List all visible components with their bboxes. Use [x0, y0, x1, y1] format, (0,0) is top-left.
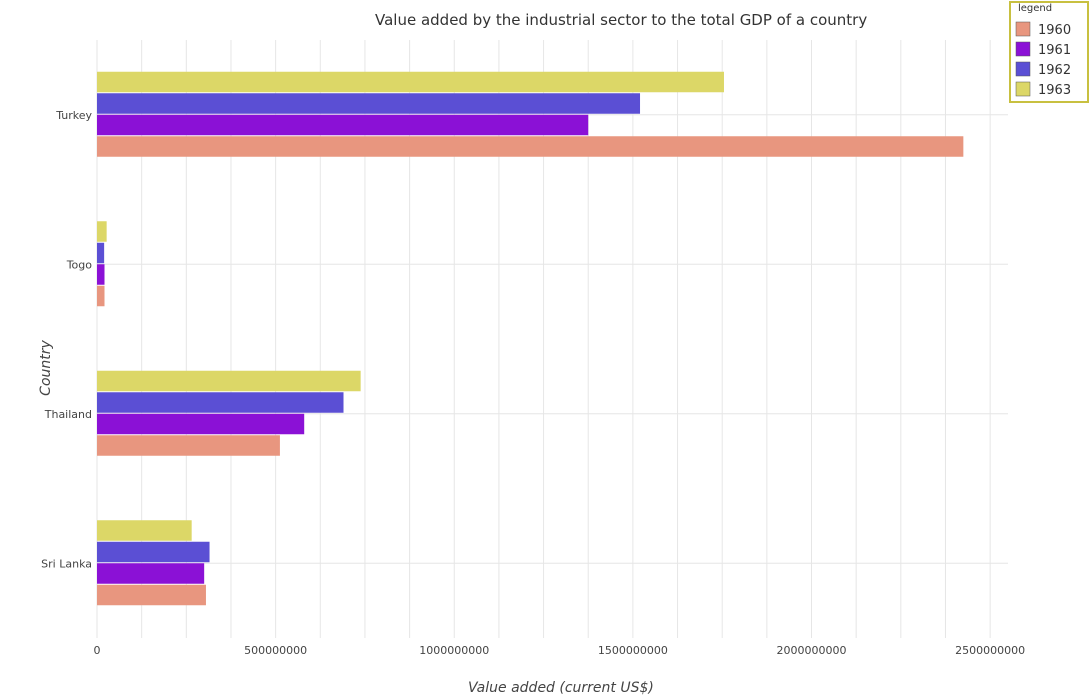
bars-layer — [97, 71, 964, 606]
bar-1963 — [97, 71, 724, 93]
legend-swatch — [1015, 41, 1031, 57]
bar-1962 — [97, 93, 641, 114]
bar-1961 — [97, 413, 305, 435]
legend-title: legend — [1018, 3, 1052, 14]
bar-1961 — [97, 114, 589, 136]
legend-label: 1960 — [1038, 23, 1071, 38]
x-tick-label: 1500000000 — [598, 644, 668, 657]
bar-1963 — [97, 221, 107, 242]
bar-1963 — [97, 520, 192, 541]
legend-label: 1963 — [1038, 83, 1071, 98]
y-tick-label: Sri Lanka — [41, 557, 92, 570]
bar-1960 — [97, 435, 280, 456]
bar-1960 — [97, 136, 964, 157]
y-tick-label: Thailand — [44, 408, 92, 421]
bar-1961 — [97, 264, 105, 285]
x-axis: 0 500000000 1000000000 1500000000 2000000000… — [94, 644, 1026, 657]
legend-label: 1961 — [1038, 43, 1071, 58]
bar-1962 — [97, 392, 344, 413]
bar-1962 — [97, 242, 105, 264]
x-tick-label: 2000000000 — [777, 644, 847, 657]
bar-1962 — [97, 541, 210, 563]
x-tick-label: 2500000000 — [955, 644, 1025, 657]
x-tick-label: 0 — [94, 644, 101, 657]
y-tick-label: Togo — [66, 258, 93, 271]
bar-1960 — [97, 285, 105, 307]
y-axis-label: Country — [38, 339, 54, 395]
x-tick-label: 500000000 — [244, 644, 307, 657]
legend-swatch — [1015, 81, 1031, 97]
x-tick-label: 1000000000 — [419, 644, 489, 657]
legend-swatch — [1015, 61, 1031, 77]
bar-1961 — [97, 563, 205, 584]
legend: legend 1960 1961 1962 1963 — [1009, 1, 1089, 103]
legend-swatch — [1015, 21, 1031, 37]
legend-label: 1962 — [1038, 63, 1071, 78]
x-axis-label: Value added (current US$) — [468, 680, 654, 696]
bar-1963 — [97, 370, 361, 392]
bar-1960 — [97, 584, 206, 606]
chart-title: Value added by the industrial sector to … — [375, 11, 867, 29]
y-tick-label: Turkey — [55, 109, 92, 122]
y-axis: Sri Lanka Thailand Togo Turkey — [41, 109, 92, 571]
